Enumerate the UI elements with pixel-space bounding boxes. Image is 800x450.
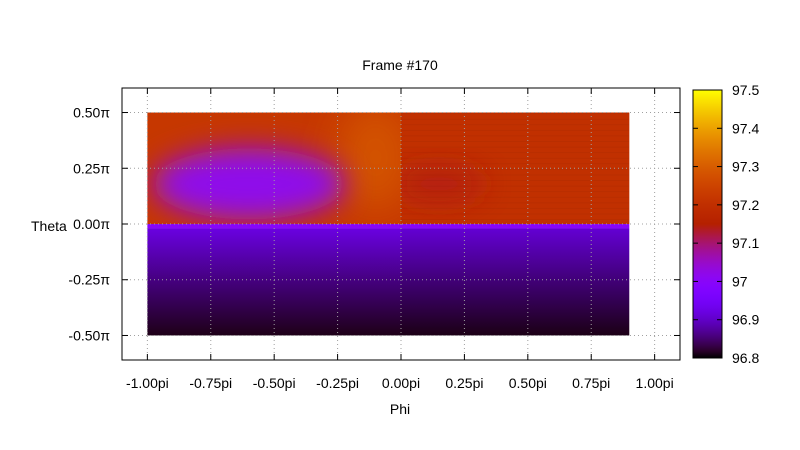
- y-tick-label: 0.25π: [73, 160, 110, 176]
- colorbar-tick-label: 97.4: [732, 120, 759, 136]
- colorbar-gradient: [692, 89, 723, 359]
- x-tick-label: 0.75pi: [572, 375, 610, 391]
- y-axis-title: Theta: [31, 218, 67, 234]
- heatmap-layer: [147, 112, 630, 336]
- heatmap-region-cool-blob: [152, 148, 346, 220]
- x-axis: -1.00pi -0.75pi -0.50pi -0.25pi 0.00pi 0.25pi…: [126, 88, 674, 391]
- x-axis-title: Phi: [390, 401, 410, 417]
- heatmap-region-lower: [147, 228, 630, 336]
- colorbar-tick-label: 96.9: [732, 312, 759, 328]
- heatmap-region-boundary: [147, 224, 630, 229]
- x-tick-label: -1.00pi: [126, 375, 169, 391]
- y-tick-label: -0.50π: [68, 327, 110, 343]
- colorbar-tick-label: 97.3: [732, 159, 759, 175]
- colorbar-tick-label: 97: [732, 273, 748, 289]
- x-tick-label: 0.00pi: [382, 375, 420, 391]
- x-tick-label: -0.25pi: [316, 375, 359, 391]
- colorbar-tick-label: 96.8: [732, 350, 759, 366]
- x-tick-label: 0.25pi: [445, 375, 483, 391]
- x-tick-label: 1.00pi: [636, 375, 674, 391]
- y-tick-label: -0.25π: [68, 272, 110, 288]
- chart-title: Frame #170: [362, 57, 438, 73]
- colorbar: 97.5 97.4 97.3 97.2 97.1 97 96.9 96.8: [692, 82, 759, 366]
- x-tick-label: 0.50pi: [509, 375, 547, 391]
- colorbar-tick-label: 97.2: [732, 197, 759, 213]
- x-tick-label: -0.50pi: [253, 375, 296, 391]
- heatmap-region-cool-spot: [401, 166, 485, 202]
- y-tick-label: 0.00π: [73, 216, 110, 232]
- colorbar-tick-label: 97.1: [732, 235, 759, 251]
- colorbar-tick-label: 97.5: [732, 82, 759, 98]
- y-axis: 0.50π 0.25π 0.00π -0.25π -0.50π: [68, 105, 680, 343]
- y-tick-label: 0.50π: [73, 105, 110, 121]
- heatmap-region-warm-band: [337, 112, 401, 213]
- grid-lines: [122, 88, 680, 360]
- x-tick-label: -0.75pi: [189, 375, 232, 391]
